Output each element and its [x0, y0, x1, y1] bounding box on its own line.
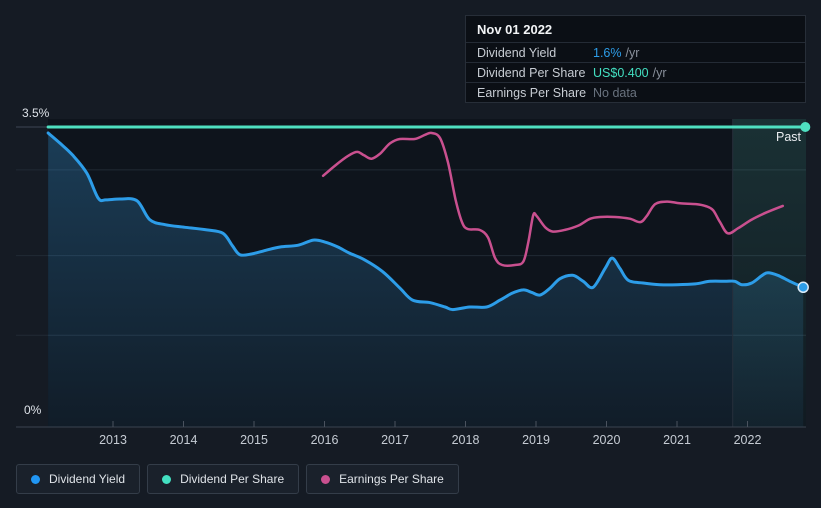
legend-item-dividend-yield[interactable]: Dividend Yield: [16, 464, 141, 494]
x-axis-year-label: 2013: [99, 433, 127, 447]
legend-item-label: Dividend Per Share: [180, 472, 285, 486]
dividend-per-share-dot-icon: [162, 474, 172, 484]
x-axis-year-label: 2022: [734, 433, 762, 447]
tooltip-row-label: Earnings Per Share: [477, 85, 587, 100]
dividend-yield-dot-icon: [31, 474, 40, 484]
x-axis-year-label: 2016: [311, 433, 339, 447]
x-axis-year-label: 2017: [381, 433, 409, 447]
tooltip-row-label: Dividend Per Share: [477, 65, 586, 80]
tooltip-row-value: US$0.400/yr: [593, 65, 667, 80]
x-axis-year-label: 2021: [663, 433, 691, 447]
legend-item-label: Earnings Per Share: [339, 472, 444, 486]
x-axis-year-label: 2014: [170, 433, 198, 447]
tooltip-row-value: 1.6%/yr: [593, 45, 640, 60]
x-axis-year-label: 2015: [240, 433, 268, 447]
x-axis-year-label: 2018: [452, 433, 480, 447]
legend-item-earnings-per-share[interactable]: Earnings Per Share: [306, 464, 459, 494]
chart-tooltip: Nov 01 2022 Dividend Yield 1.6%/yr Divid…: [465, 15, 806, 103]
y-axis-label-max: 3.5%: [22, 106, 50, 120]
tooltip-row: Dividend Per Share US$0.400/yr: [466, 62, 805, 82]
legend: Dividend Yield Dividend Per Share Earnin…: [16, 464, 459, 494]
legend-item-label: Dividend Yield: [49, 472, 126, 486]
tooltip-row: Earnings Per Share No data: [466, 82, 805, 102]
x-axis-year-label: 2020: [593, 433, 621, 447]
tooltip-row: Dividend Yield 1.6%/yr: [466, 42, 805, 62]
tooltip-row-suffix: /yr: [625, 45, 640, 60]
tooltip-row-suffix: /yr: [652, 65, 667, 80]
chart-plot-area[interactable]: 2013 2014 2015 2016 2017 2018 2019 2020 2021 2022: [0, 0, 821, 455]
x-axis-year-label: 2019: [522, 433, 550, 447]
tooltip-row-value: No data: [593, 85, 637, 100]
earnings-per-share-dot-icon: [321, 474, 331, 484]
y-axis-label-min: 0%: [24, 403, 42, 417]
tooltip-row-label: Dividend Yield: [477, 45, 557, 60]
tooltip-date: Nov 01 2022: [477, 22, 553, 37]
past-label: Past: [775, 130, 801, 144]
legend-item-dividend-per-share[interactable]: Dividend Per Share: [147, 464, 300, 494]
